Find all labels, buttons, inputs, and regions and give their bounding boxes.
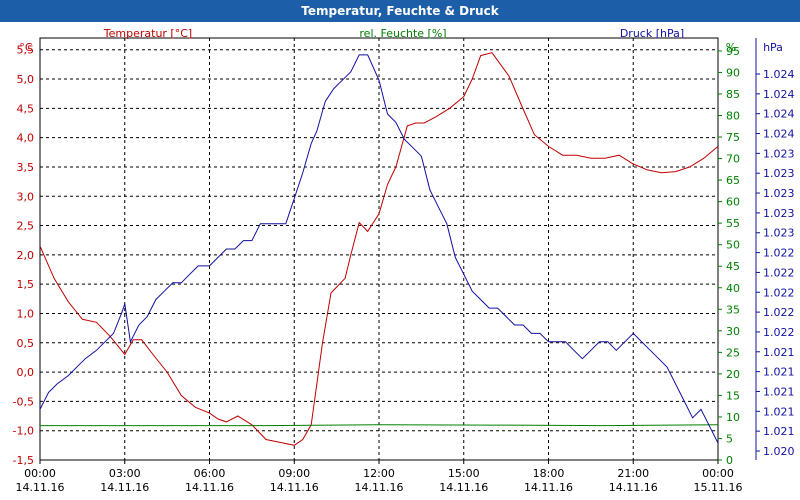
temperature-tick-label: 4,5 — [17, 102, 35, 115]
x-tick-date: 15.11.16 — [694, 481, 743, 494]
humidity-tick-label: 5 — [726, 432, 733, 445]
humidity-tick-label: 45 — [726, 260, 740, 273]
pressure-tick-label: 1.023 — [763, 167, 795, 180]
x-tick-time: 09:00 — [278, 467, 310, 480]
humidity-tick-label: 80 — [726, 110, 740, 123]
temperature-tick-label: 1,0 — [17, 307, 35, 320]
temperature-tick-label: -1,5 — [13, 454, 34, 467]
humidity-tick-label: 0 — [726, 454, 733, 467]
humidity-tick-label: 75 — [726, 131, 740, 144]
window-title: Temperatur, Feuchte & Druck — [0, 0, 800, 22]
humidity-tick-label: 55 — [726, 217, 740, 230]
pressure-tick-label: 1.023 — [763, 227, 795, 240]
temperature-tick-label: 0,5 — [17, 337, 35, 350]
x-tick-date: 14.11.16 — [16, 481, 65, 494]
temperature-tick-label: 3,0 — [17, 190, 35, 203]
temperature-tick-label: 1,5 — [17, 278, 35, 291]
pressure-tick-label: 1.022 — [763, 326, 795, 339]
x-tick-time: 12:00 — [363, 467, 395, 480]
series-line-humidity — [40, 424, 719, 427]
temperature-unit: °C — [19, 41, 33, 54]
pressure-tick-label: 1.020 — [763, 445, 795, 458]
x-tick-date: 14.11.16 — [100, 481, 149, 494]
pressure-tick-label: 1.024 — [763, 68, 795, 81]
pressure-unit: hPa — [763, 41, 783, 54]
pressure-tick-label: 1.021 — [763, 405, 795, 418]
x-tick-time: 06:00 — [194, 467, 226, 480]
temperature-tick-label: 2,0 — [17, 249, 35, 262]
pressure-tick-label: 1.022 — [763, 266, 795, 279]
pressure-tick-label: 1.023 — [763, 187, 795, 200]
pressure-tick-label: 1.024 — [763, 108, 795, 121]
x-tick-time: 00:00 — [702, 467, 734, 480]
humidity-tick-label: 40 — [726, 282, 740, 295]
x-tick-time: 03:00 — [109, 467, 141, 480]
series-line-temperature — [39, 52, 719, 446]
temperature-tick-label: -1,0 — [13, 425, 34, 438]
pressure-tick-label: 1.024 — [763, 128, 795, 141]
x-tick-date: 14.11.16 — [524, 481, 573, 494]
pressure-tick-label: 1.021 — [763, 366, 795, 379]
humidity-tick-label: 60 — [726, 196, 740, 209]
pressure-axis-label: Druck [hPa] — [620, 27, 684, 40]
humidity-tick-label: 95 — [726, 45, 740, 58]
temperature-tick-label: 0,0 — [17, 366, 35, 379]
humidity-tick-label: 90 — [726, 66, 740, 79]
humidity-tick-label: 35 — [726, 303, 740, 316]
x-tick-time: 00:00 — [24, 467, 56, 480]
pressure-tick-label: 1.024 — [763, 88, 795, 101]
x-tick-date: 14.11.16 — [355, 481, 404, 494]
pressure-tick-label: 1.022 — [763, 286, 795, 299]
x-tick-date: 14.11.16 — [439, 481, 488, 494]
line-chart: 00:0014.11.1603:0014.11.1606:0014.11.160… — [13, 27, 795, 494]
temperature-tick-label: 5,0 — [17, 73, 35, 86]
x-tick-date: 14.11.16 — [609, 481, 658, 494]
pressure-tick-label: 1.023 — [763, 147, 795, 160]
x-tick-date: 14.11.16 — [270, 481, 319, 494]
humidity-tick-label: 30 — [726, 325, 740, 338]
pressure-tick-label: 1.022 — [763, 306, 795, 319]
humidity-tick-label: 10 — [726, 411, 740, 424]
x-tick-time: 18:00 — [533, 467, 565, 480]
series-line-pressure — [39, 54, 719, 444]
humidity-axis-label: rel. Feuchte [%] — [359, 27, 446, 40]
temperature-tick-label: 4,0 — [17, 132, 35, 145]
temperature-tick-label: -0,5 — [13, 395, 34, 408]
temperature-tick-label: 2,5 — [17, 220, 35, 233]
humidity-tick-label: 15 — [726, 389, 740, 402]
humidity-tick-label: 25 — [726, 346, 740, 359]
pressure-tick-label: 1.021 — [763, 385, 795, 398]
x-tick-date: 14.11.16 — [185, 481, 234, 494]
pressure-tick-label: 1.021 — [763, 346, 795, 359]
pressure-tick-label: 1.021 — [763, 425, 795, 438]
x-tick-time: 15:00 — [448, 467, 480, 480]
humidity-tick-label: 65 — [726, 174, 740, 187]
temperature-tick-label: 5,5 — [17, 44, 35, 57]
temperature-tick-label: 3,5 — [17, 161, 35, 174]
humidity-tick-label: 85 — [726, 88, 740, 101]
humidity-tick-label: 70 — [726, 153, 740, 166]
pressure-tick-label: 1.022 — [763, 247, 795, 260]
humidity-tick-label: 50 — [726, 239, 740, 252]
pressure-tick-label: 1.023 — [763, 207, 795, 220]
x-tick-time: 21:00 — [617, 467, 649, 480]
temperature-axis-label: Temperatur [°C] — [103, 27, 192, 40]
humidity-unit: % — [726, 41, 736, 54]
humidity-tick-label: 20 — [726, 368, 740, 381]
